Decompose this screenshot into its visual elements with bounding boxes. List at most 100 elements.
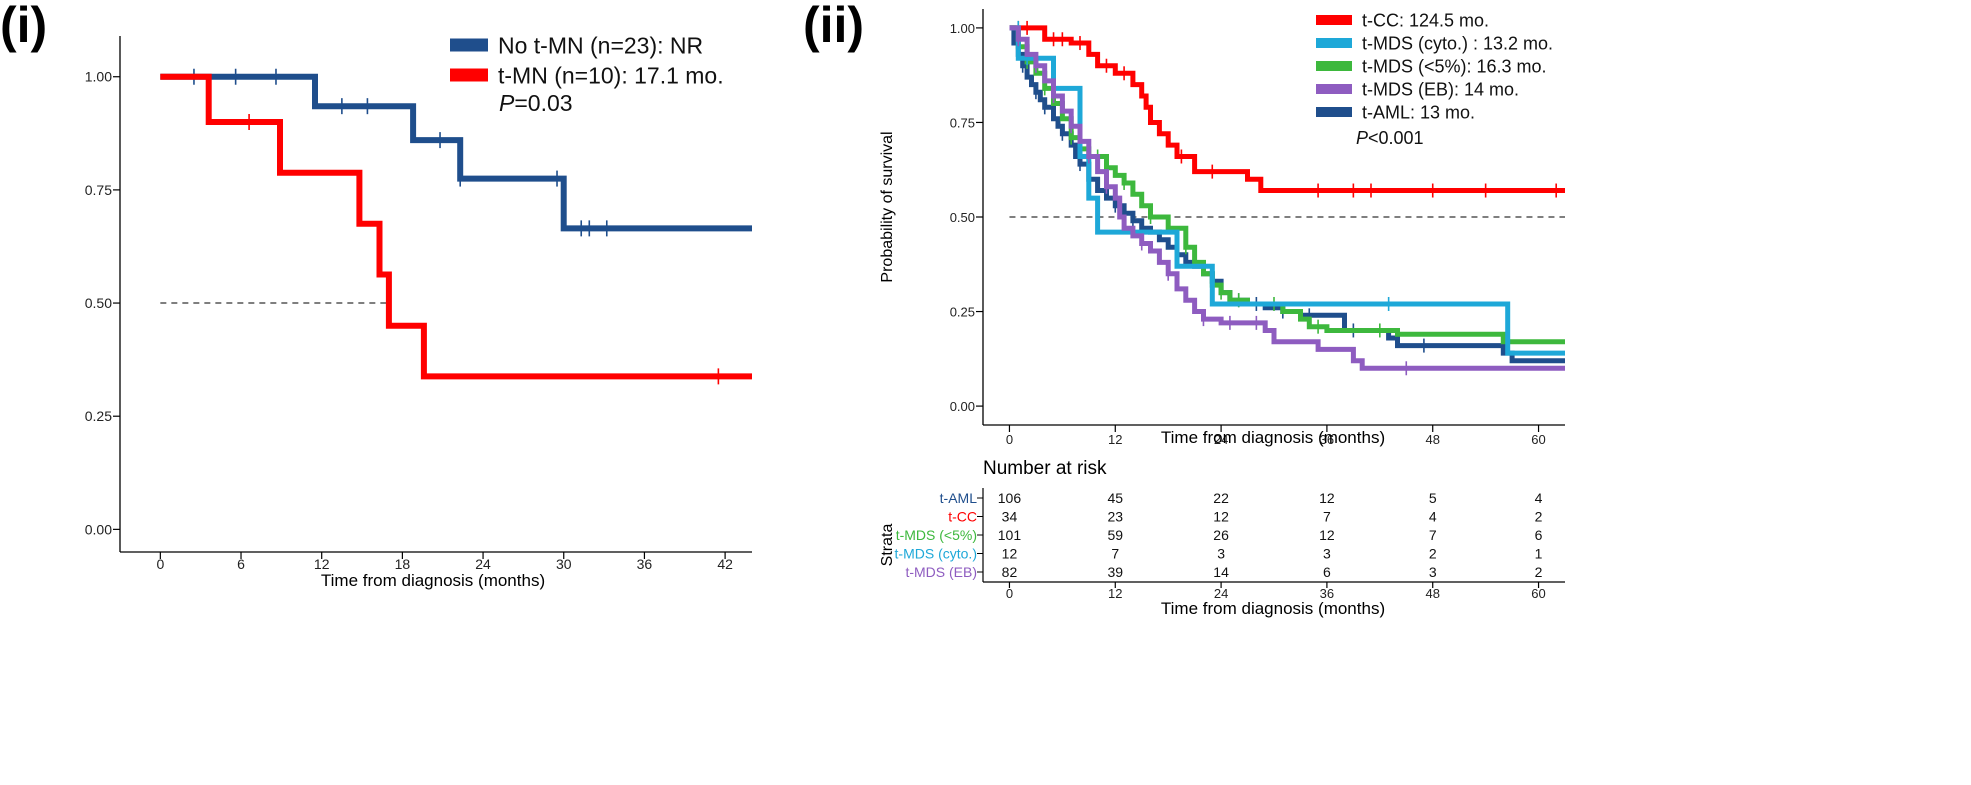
risk-table-x-label: Time from diagnosis (months) xyxy=(1161,599,1385,618)
risk-row-label: t-AML xyxy=(940,490,978,506)
x-tick-label: 30 xyxy=(556,556,572,572)
risk-cell: 2 xyxy=(1535,509,1543,525)
risk-x-tick-label: 0 xyxy=(1006,586,1013,601)
x-tick-label: 36 xyxy=(1320,432,1334,447)
y-tick-label: 0.25 xyxy=(85,408,112,424)
y-tick-label: 0.50 xyxy=(85,295,112,311)
legend-entry: t-AML: 13 mo. xyxy=(1362,102,1475,122)
y-tick-label: 0.00 xyxy=(950,399,975,414)
risk-cell: 14 xyxy=(1213,564,1229,580)
risk-cell: 2 xyxy=(1535,564,1543,580)
x-tick-label: 12 xyxy=(1108,432,1122,447)
x-tick-label: 24 xyxy=(1214,432,1228,447)
legend-entry: No t-MN (n=23): NR xyxy=(498,32,703,58)
risk-x-tick-label: 48 xyxy=(1425,586,1439,601)
y-tick-label: 1.00 xyxy=(85,69,112,85)
x-tick-label: 42 xyxy=(717,556,733,572)
risk-cell: 12 xyxy=(1002,546,1018,562)
axes: 0.00 0.25 0.50 0.75 1.00 0 6 12 18 24 30 36 42 xyxy=(85,36,752,572)
x-tick-label: 24 xyxy=(475,556,491,572)
risk-cell: 101 xyxy=(998,527,1022,543)
risk-x-tick-label: 36 xyxy=(1320,586,1334,601)
risk-cell: 12 xyxy=(1319,527,1335,543)
risk-cell: 3 xyxy=(1217,546,1225,562)
risk-cell: 2 xyxy=(1429,546,1437,562)
risk-cell: 45 xyxy=(1107,490,1123,506)
risk-cell: 1 xyxy=(1535,546,1543,562)
x-tick-label: 0 xyxy=(156,556,164,572)
x-tick-label: 0 xyxy=(1006,432,1013,447)
risk-cell: 3 xyxy=(1429,564,1437,580)
p-value: P<0.001 xyxy=(1356,128,1424,148)
risk-cell: 6 xyxy=(1323,564,1331,580)
risk-cell: 34 xyxy=(1002,509,1018,525)
x-axis-label: Time from diagnosis (months) xyxy=(1161,428,1385,447)
risk-cell: 22 xyxy=(1213,490,1229,506)
legend-swatch xyxy=(1316,84,1352,94)
risk-cell: 3 xyxy=(1323,546,1331,562)
series-group xyxy=(160,68,752,385)
legend-swatch xyxy=(450,38,488,52)
risk-cell: 7 xyxy=(1323,509,1331,525)
x-tick-label: 36 xyxy=(637,556,653,572)
legend-entry: t-MDS (<5%): 16.3 mo. xyxy=(1362,56,1547,76)
risk-cell: 106 xyxy=(998,490,1022,506)
legend-entry: t-MDS (cyto.) : 13.2 mo. xyxy=(1362,33,1553,53)
y-tick-label: 0.75 xyxy=(950,115,975,130)
risk-cell: 26 xyxy=(1213,527,1229,543)
x-tick-label: 48 xyxy=(1425,432,1439,447)
risk-cell: 12 xyxy=(1319,490,1335,506)
y-tick-label: 0.75 xyxy=(85,182,112,198)
risk-table-y-label: Strata xyxy=(879,524,896,567)
risk-cell: 4 xyxy=(1429,509,1437,525)
risk-row-label: t-CC xyxy=(948,509,977,525)
risk-table-title: Number at risk xyxy=(983,458,1107,479)
legend-swatch xyxy=(1316,38,1352,48)
legend-swatch xyxy=(450,68,488,82)
risk-cell: 82 xyxy=(1002,564,1018,580)
y-tick-label: 0.50 xyxy=(950,210,975,225)
risk-cell: 39 xyxy=(1107,564,1123,580)
series-line-t-mds-cyto xyxy=(1009,25,1565,356)
p-value-text: =0.03 xyxy=(514,90,572,116)
legend-entry: t-CC: 124.5 mo. xyxy=(1362,10,1489,30)
legend: t-CC: 124.5 mo. t-MDS (cyto.) : 13.2 mo. t… xyxy=(1316,10,1553,148)
p-value-text: <0.001 xyxy=(1368,128,1424,148)
legend-swatch xyxy=(1316,15,1352,25)
legend-entry: t-MDS (EB): 14 mo. xyxy=(1362,79,1519,99)
legend-entry: t-MN (n=10): 17.1 mo. xyxy=(498,62,724,88)
y-axis-label: Probability of survival xyxy=(879,131,896,282)
panel-label: (ii) xyxy=(803,0,864,53)
risk-cell: 59 xyxy=(1107,527,1123,543)
panel-i: (i) 0.00 0.25 0.50 0.75 1.00 0 6 12 18 24 30 36 42 T… xyxy=(0,0,752,590)
legend-swatch xyxy=(1316,61,1352,71)
risk-x-tick-label: 60 xyxy=(1531,586,1545,601)
risk-table: t-AML 106 45 22 12 5 4t-CC 34 23 12 7 4 2t-MDS (<5%)… xyxy=(895,488,1565,601)
panel-label: (i) xyxy=(0,0,47,53)
series-group xyxy=(1009,20,1565,376)
risk-row-label: t-MDS (EB) xyxy=(905,564,977,580)
y-tick-label: 1.00 xyxy=(950,21,975,36)
p-symbol: P xyxy=(1356,128,1368,148)
series-line-t-cc xyxy=(1009,25,1565,193)
risk-x-tick-label: 12 xyxy=(1108,586,1122,601)
series-line-no-t-mn-n-23 xyxy=(160,73,752,232)
x-tick-label: 60 xyxy=(1531,432,1545,447)
risk-cell: 7 xyxy=(1111,546,1119,562)
risk-x-tick-label: 24 xyxy=(1214,586,1228,601)
x-axis-label: Time from diagnosis (months) xyxy=(321,571,545,590)
legend-swatch xyxy=(1316,107,1352,117)
risk-cell: 12 xyxy=(1213,509,1229,525)
risk-row-label: t-MDS (cyto.) xyxy=(895,546,977,562)
x-tick-label: 18 xyxy=(395,556,411,572)
axes: 0.00 0.25 0.50 0.75 1.00 0 12 24 36 48 60 xyxy=(950,9,1565,447)
y-tick-label: 0.00 xyxy=(85,521,112,537)
risk-cell: 4 xyxy=(1535,490,1543,506)
risk-cell: 6 xyxy=(1535,527,1543,543)
p-symbol: P xyxy=(499,90,515,116)
risk-cell: 5 xyxy=(1429,490,1437,506)
x-tick-label: 6 xyxy=(237,556,245,572)
risk-cell: 23 xyxy=(1107,509,1123,525)
risk-row-label: t-MDS (<5%) xyxy=(896,527,977,543)
